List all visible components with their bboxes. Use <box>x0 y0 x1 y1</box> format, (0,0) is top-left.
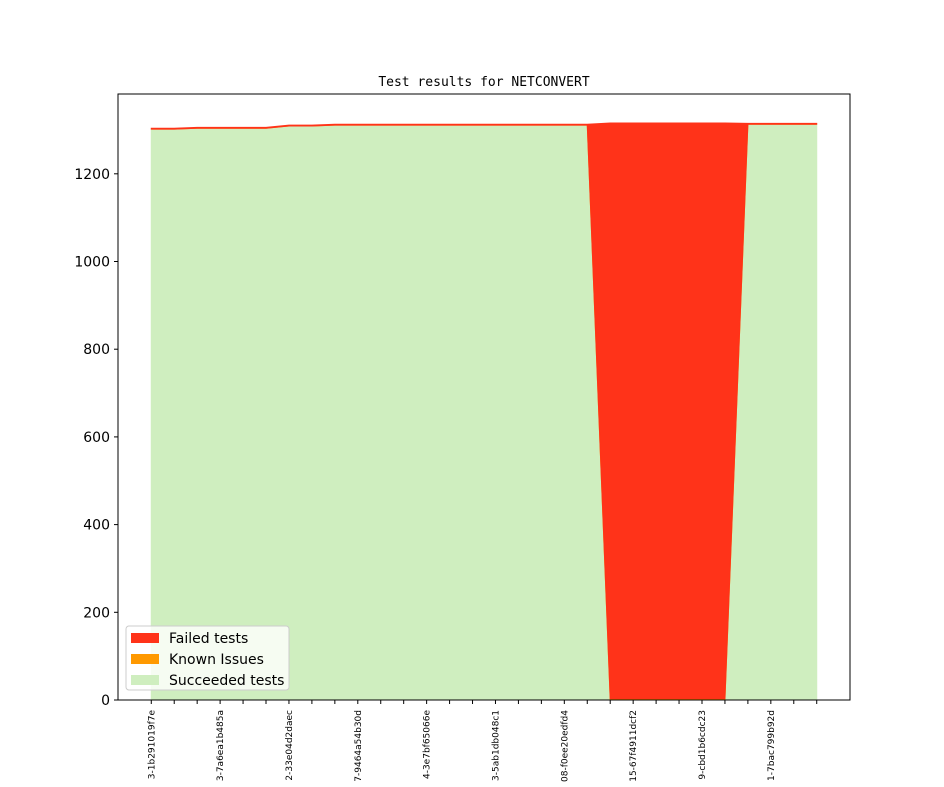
x-tick-label: 7-9464a54b30d <box>354 710 364 782</box>
area <box>150 122 818 700</box>
x-tick-label: 15-67f4911dcf2 <box>629 710 639 782</box>
x-tick-label: 4-3e7bf65066e <box>423 710 433 779</box>
y-tick-label: 600 <box>83 430 110 446</box>
legend-label: Known Issues <box>169 652 264 668</box>
legend: Failed tests Known Issues Succeeded tests <box>125 625 290 691</box>
legend-swatch <box>131 675 159 685</box>
legend-box <box>125 625 290 691</box>
legend-swatch <box>131 654 159 664</box>
x-tick-label: 3-5ab1db048c1 <box>491 710 501 781</box>
x-tick-label: 9-cbd1b6cdc23 <box>698 710 708 780</box>
y-tick-label: 200 <box>83 605 110 621</box>
y-tick-label: 400 <box>83 518 110 534</box>
y-tick-label: 0 <box>101 693 110 709</box>
legend-label: Succeeded tests <box>169 673 284 689</box>
x-tick-label: 2-33e04d2daec <box>285 710 295 781</box>
x-tick-label: 3-7a6ea1b485a <box>216 710 226 781</box>
y-tick-label: 1200 <box>74 167 110 183</box>
legend-swatch <box>131 633 159 643</box>
x-tick-label: 08-f0ee20edfd4 <box>560 710 570 782</box>
y-tick-label: 800 <box>83 342 110 358</box>
plot-frame <box>117 93 851 701</box>
x-tick-label: 3-1b291019f7e <box>147 710 157 780</box>
y-tick-label: 1000 <box>74 255 110 271</box>
chart-title: Test results for NETCONVERT <box>378 75 589 90</box>
x-tick-label: 1-7bac799b92d <box>767 710 777 781</box>
legend-label: Failed tests <box>169 631 248 647</box>
